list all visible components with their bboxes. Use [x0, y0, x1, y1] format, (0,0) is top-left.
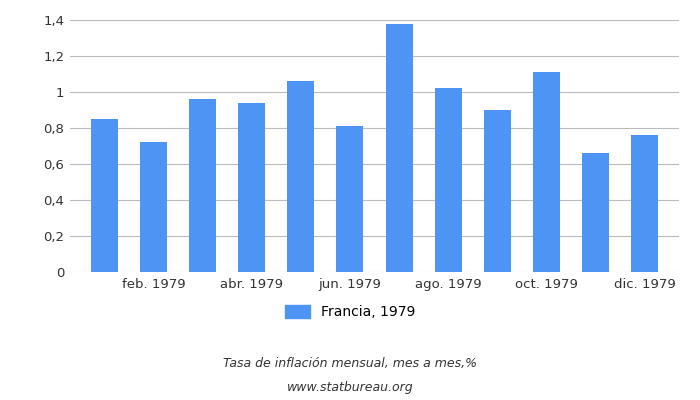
Bar	[287, 81, 314, 272]
Bar	[140, 142, 167, 272]
Bar	[189, 99, 216, 272]
Bar	[533, 72, 560, 272]
Bar	[386, 24, 412, 272]
Bar	[337, 126, 363, 272]
Text: www.statbureau.org: www.statbureau.org	[287, 382, 413, 394]
Bar	[91, 119, 118, 272]
Bar	[435, 88, 462, 272]
Text: Tasa de inflación mensual, mes a mes,%: Tasa de inflación mensual, mes a mes,%	[223, 358, 477, 370]
Bar	[238, 103, 265, 272]
Bar	[484, 110, 511, 272]
Bar	[631, 135, 658, 272]
Legend: Francia, 1979: Francia, 1979	[285, 305, 415, 319]
Bar	[582, 153, 609, 272]
